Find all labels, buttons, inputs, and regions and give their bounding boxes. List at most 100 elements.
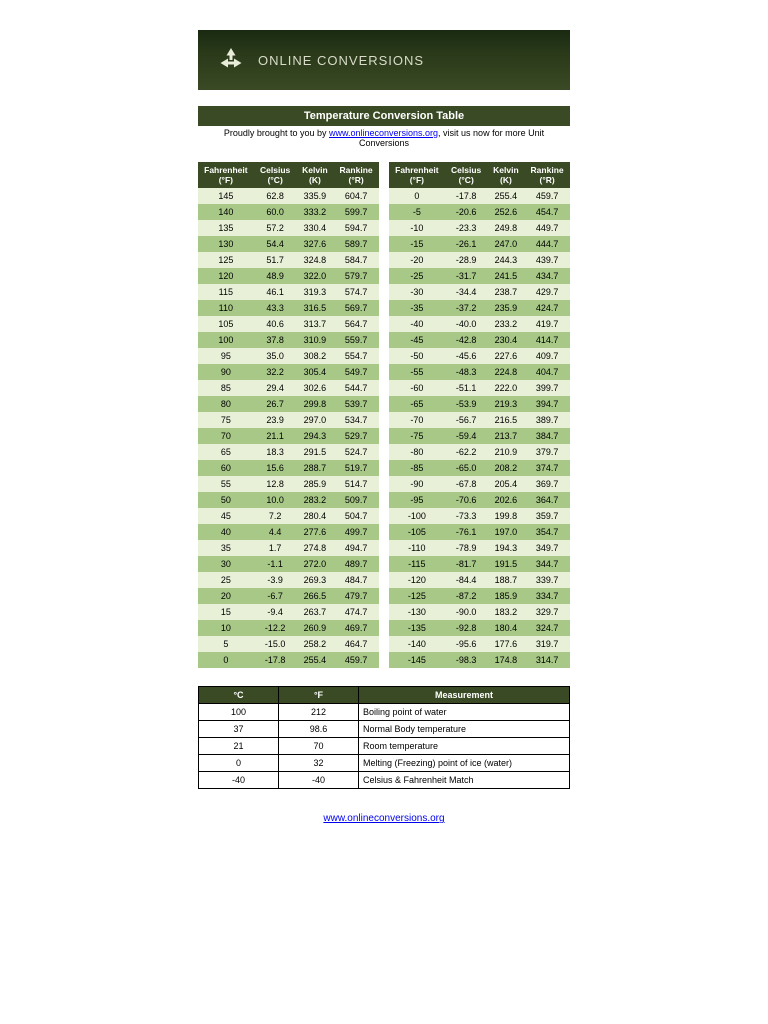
table-cell: 208.2	[488, 460, 525, 476]
table-cell: 544.7	[333, 380, 379, 396]
table-cell: 21	[199, 738, 279, 755]
table-cell: -1.1	[254, 556, 297, 572]
table-cell: 302.6	[297, 380, 334, 396]
col-header-c: Celsius (°C)	[254, 162, 297, 188]
table-row: 5010.0283.2509.7	[198, 492, 379, 508]
table-cell: -73.3	[445, 508, 488, 524]
table-row: 351.7274.8494.7	[198, 540, 379, 556]
table-row: -5-20.6252.6454.7	[389, 204, 570, 220]
table-cell: 359.7	[524, 508, 570, 524]
table-cell: -34.4	[445, 284, 488, 300]
table-cell: -67.8	[445, 476, 488, 492]
table-cell: -40	[389, 316, 445, 332]
table-row: -120-84.4188.7339.7	[389, 572, 570, 588]
table-cell: 474.7	[333, 604, 379, 620]
table-cell: 484.7	[333, 572, 379, 588]
table-cell: 249.8	[488, 220, 525, 236]
table-cell: 12.8	[254, 476, 297, 492]
subtitle-link[interactable]: www.onlineconversions.org	[329, 128, 438, 138]
table-cell: 274.8	[297, 540, 334, 556]
table-cell: 305.4	[297, 364, 334, 380]
table-cell: -51.1	[445, 380, 488, 396]
table-cell: 212	[279, 704, 359, 721]
table-row: 12048.9322.0579.7	[198, 268, 379, 284]
table-cell: 26.7	[254, 396, 297, 412]
table-cell: -140	[389, 636, 445, 652]
table-cell: 194.3	[488, 540, 525, 556]
table-row: 10037.8310.9559.7	[198, 332, 379, 348]
table-cell: 479.7	[333, 588, 379, 604]
table-cell: -84.4	[445, 572, 488, 588]
table-cell: 514.7	[333, 476, 379, 492]
conversion-tables: Fahrenheit (°F) Celsius (°C) Kelvin (K) …	[198, 162, 570, 668]
table-cell: 60.0	[254, 204, 297, 220]
table-cell: 529.7	[333, 428, 379, 444]
table-cell: 30	[198, 556, 254, 572]
table-cell: 439.7	[524, 252, 570, 268]
table-cell: 313.7	[297, 316, 334, 332]
table-cell: 100	[199, 704, 279, 721]
table-cell: 449.7	[524, 220, 570, 236]
table-cell: 55	[198, 476, 254, 492]
table-cell: 235.9	[488, 300, 525, 316]
table-row: -100-73.3199.8359.7	[389, 508, 570, 524]
ref-header-m: Measurement	[359, 687, 570, 704]
table-cell: -31.7	[445, 268, 488, 284]
table-cell: 25	[198, 572, 254, 588]
col-header-k: Kelvin (K)	[488, 162, 525, 188]
table-cell: 210.9	[488, 444, 525, 460]
table-cell: 494.7	[333, 540, 379, 556]
banner: ONLINE CONVERSIONS	[198, 30, 570, 90]
table-cell: Normal Body temperature	[359, 721, 570, 738]
table-cell: -130	[389, 604, 445, 620]
table-cell: -56.7	[445, 412, 488, 428]
table-cell: 319.3	[297, 284, 334, 300]
table-row: -95-70.6202.6364.7	[389, 492, 570, 508]
table-cell: -45.6	[445, 348, 488, 364]
table-cell: -30	[389, 284, 445, 300]
table-cell: 419.7	[524, 316, 570, 332]
col-header-f: Fahrenheit (°F)	[198, 162, 254, 188]
table-cell: -135	[389, 620, 445, 636]
table-cell: 205.4	[488, 476, 525, 492]
table-row: -130-90.0183.2329.7	[389, 604, 570, 620]
conversion-table-left: Fahrenheit (°F) Celsius (°C) Kelvin (K) …	[198, 162, 379, 668]
table-row: 100212Boiling point of water	[199, 704, 570, 721]
table-row: 9535.0308.2554.7	[198, 348, 379, 364]
table-cell: 244.3	[488, 252, 525, 268]
table-cell: -15.0	[254, 636, 297, 652]
table-row: 25-3.9269.3484.7	[198, 572, 379, 588]
table-cell: -95.6	[445, 636, 488, 652]
table-cell: -75	[389, 428, 445, 444]
footer-link[interactable]: www.onlineconversions.org	[323, 813, 444, 824]
table-cell: 599.7	[333, 204, 379, 220]
table-cell: 404.7	[524, 364, 570, 380]
table-cell: 48.9	[254, 268, 297, 284]
table-cell: 18.3	[254, 444, 297, 460]
table-cell: 199.8	[488, 508, 525, 524]
table-cell: 454.7	[524, 204, 570, 220]
table-cell: -125	[389, 588, 445, 604]
col-header-k: Kelvin (K)	[297, 162, 334, 188]
table-cell: 260.9	[297, 620, 334, 636]
table-cell: -9.4	[254, 604, 297, 620]
table-cell: 40	[198, 524, 254, 540]
table-cell: -40.0	[445, 316, 488, 332]
table-row: 6518.3291.5524.7	[198, 444, 379, 460]
table-cell: 191.5	[488, 556, 525, 572]
table-cell: 339.7	[524, 572, 570, 588]
table-row: 10-12.2260.9469.7	[198, 620, 379, 636]
table-row: 457.2280.4504.7	[198, 508, 379, 524]
table-cell: -87.2	[445, 588, 488, 604]
table-cell: 549.7	[333, 364, 379, 380]
table-cell: -6.7	[254, 588, 297, 604]
table-cell: 308.2	[297, 348, 334, 364]
table-row: 20-6.7266.5479.7	[198, 588, 379, 604]
table-cell: 559.7	[333, 332, 379, 348]
table-cell: 524.7	[333, 444, 379, 460]
table-row: -40-40Celsius & Fahrenheit Match	[199, 772, 570, 789]
table-cell: 291.5	[297, 444, 334, 460]
table-cell: -28.9	[445, 252, 488, 268]
table-cell: 434.7	[524, 268, 570, 284]
table-row: -80-62.2210.9379.7	[389, 444, 570, 460]
